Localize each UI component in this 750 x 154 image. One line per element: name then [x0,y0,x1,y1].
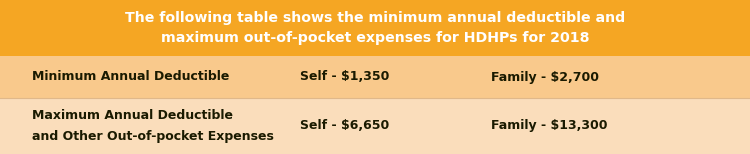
Text: Self - $6,650: Self - $6,650 [300,119,389,132]
Bar [0,98,750,154]
Text: Minimum Annual Deductible: Minimum Annual Deductible [32,71,229,83]
Text: Family - $2,700: Family - $2,700 [491,71,599,83]
Bar [0,0,750,56]
Text: and Other Out-of-pocket Expenses: and Other Out-of-pocket Expenses [32,130,273,143]
Text: The following table shows the minimum annual deductible and: The following table shows the minimum an… [124,11,626,25]
Text: Maximum Annual Deductible: Maximum Annual Deductible [32,109,232,122]
Text: Family - $13,300: Family - $13,300 [491,119,608,132]
Text: Self - $1,350: Self - $1,350 [300,71,389,83]
Text: maximum out-of-pocket expenses for HDHPs for 2018: maximum out-of-pocket expenses for HDHPs… [160,31,590,45]
Bar [0,56,750,98]
